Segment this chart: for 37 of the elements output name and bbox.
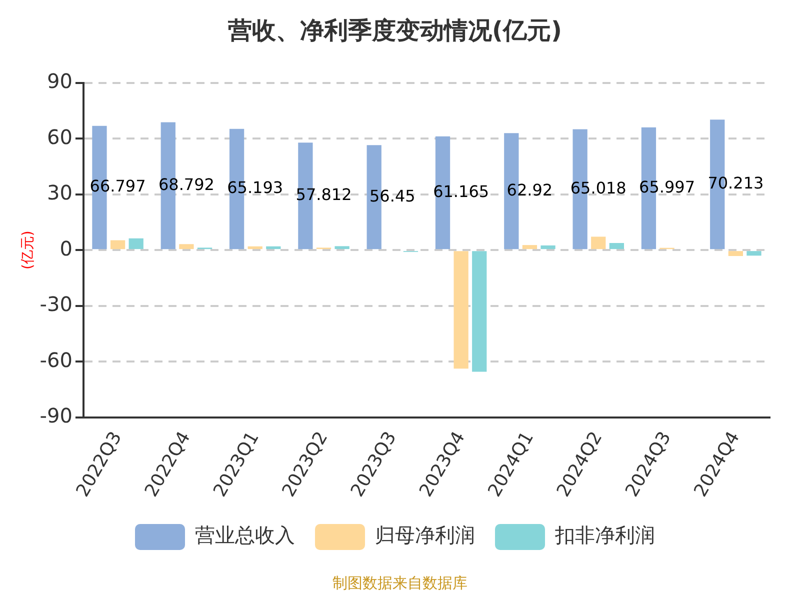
bar — [540, 245, 556, 250]
bar — [609, 243, 624, 250]
text: 制图数据来自数据库 — [332, 574, 468, 593]
bar — [248, 246, 262, 250]
data-label: 61.165 — [433, 182, 490, 201]
data-label: 65.018 — [570, 178, 626, 198]
data-label: 56.45 — [370, 186, 416, 206]
y-tick-label: -60 — [40, 348, 72, 372]
bar — [179, 244, 194, 250]
data-label: 70.213 — [708, 173, 764, 192]
bar — [266, 246, 281, 250]
data-label: 65.997 — [639, 177, 696, 196]
bar — [591, 236, 606, 250]
bar — [334, 246, 350, 250]
bar — [728, 251, 743, 256]
chart-title: 营收、净利季度变动情况(亿元) — [227, 16, 562, 45]
y-tick-label: 0 — [60, 236, 72, 260]
y-tick-label: -90 — [40, 404, 72, 428]
legend-label: 扣非净利润 — [554, 523, 655, 548]
bar — [472, 251, 487, 372]
data-label: 66.797 — [90, 176, 146, 196]
y-tick-label: 30 — [47, 180, 72, 205]
y-tick-label: 90 — [47, 69, 72, 94]
y-tick-label: 60 — [47, 124, 72, 149]
y-axis-title: (亿元) — [20, 230, 36, 270]
legend-label: 归母净利润 — [375, 523, 475, 548]
legend-label: 营业总收入 — [195, 523, 295, 548]
bar — [110, 240, 126, 250]
bar — [454, 251, 468, 369]
bar — [522, 245, 538, 250]
y-tick-label: -30 — [40, 292, 72, 316]
data-label: 65.193 — [227, 178, 284, 198]
data-label: 62.92 — [506, 180, 553, 200]
data-label: 57.812 — [296, 185, 352, 204]
data-label: 68.792 — [158, 174, 214, 194]
bar — [128, 238, 144, 250]
bar — [746, 251, 762, 256]
